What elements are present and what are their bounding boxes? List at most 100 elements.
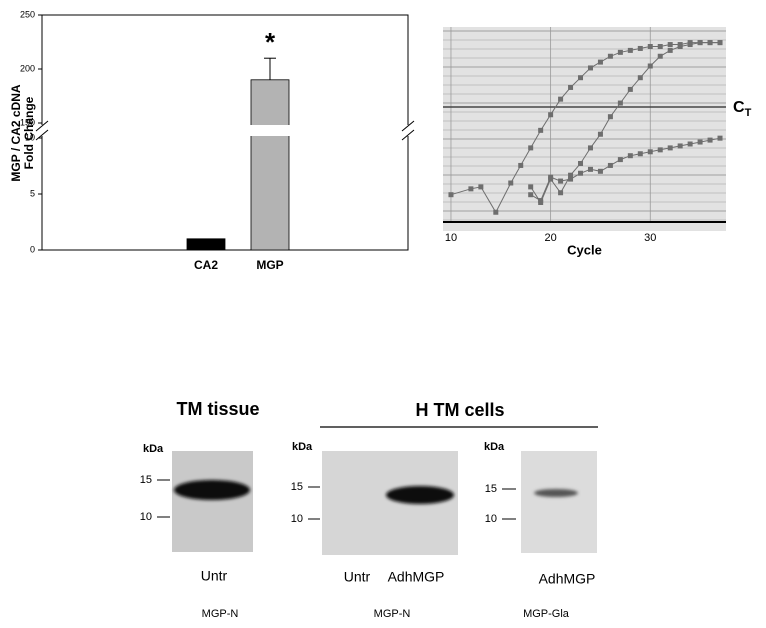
blot-image (322, 451, 458, 555)
curve-point (568, 172, 574, 178)
plot-background (443, 27, 726, 231)
curve-point (528, 192, 534, 198)
y-tick-label: 150 (20, 117, 35, 127)
curve-point (558, 190, 564, 196)
axis-break-mark (401, 120, 415, 132)
bar (250, 79, 290, 251)
threshold-label: CT (733, 99, 752, 119)
bar-break-gap (250, 125, 290, 136)
bar-panel: 0 5 10 150 200 250 MGP / CA2 cDNA Fold Change CA… (9, 9, 415, 272)
kda-label: kDa (143, 443, 164, 455)
curve-point (697, 40, 703, 46)
curve-point (717, 135, 723, 141)
blot-image (172, 451, 253, 552)
curve-point (707, 137, 713, 143)
band (386, 486, 454, 504)
curve-point (637, 151, 643, 157)
curve-point (627, 153, 633, 159)
curve-point (597, 59, 603, 65)
axis-break-mark (401, 129, 415, 141)
y-tick-label: 10 (25, 132, 35, 142)
curve-point (717, 40, 723, 46)
curve-point (548, 112, 554, 118)
curve-point (448, 192, 454, 198)
curve-point (568, 176, 574, 182)
x-tick-label: 10 (445, 232, 457, 244)
axis-break-gap (36, 125, 48, 136)
curve-point (528, 145, 534, 151)
curve-point (508, 180, 514, 186)
x-tick-label: 20 (544, 232, 556, 244)
y-tick-label: 250 (20, 9, 35, 19)
lane-label: AdhMGP (539, 571, 596, 587)
curve-point (578, 75, 584, 81)
kda-label: kDa (484, 441, 505, 453)
curve-point (587, 65, 593, 71)
curve-point (607, 114, 613, 120)
curve-point (687, 141, 693, 147)
curve-point (667, 47, 673, 53)
curve-point (518, 162, 524, 168)
curve-point (578, 170, 584, 176)
lane-label: AdhMGP (388, 569, 445, 585)
cells-title: H TM cells (415, 400, 504, 420)
x-axis-label: Cycle (567, 242, 602, 257)
marker-label: 15 (291, 481, 303, 493)
y-axis-label: MGP / CA2 cDNA (9, 84, 23, 181)
curve-point (587, 145, 593, 151)
curve-point (468, 186, 474, 192)
curve-point (647, 44, 653, 49)
curve-point (677, 44, 683, 49)
qpcr-panel: 10 20 30 CT Cycle (443, 27, 752, 257)
curve-point (548, 174, 554, 180)
curve-point (493, 209, 499, 215)
x-tick-label: CA2 (194, 258, 218, 272)
y-tick-label: 200 (20, 63, 35, 73)
curve-point (478, 184, 484, 190)
marker-label: 10 (291, 513, 303, 525)
curve-point (607, 162, 613, 168)
curve-point (647, 63, 653, 69)
marker-label: 15 (140, 474, 152, 486)
y-tick-label: 0 (30, 244, 35, 254)
y-tick-label: 5 (30, 188, 35, 198)
curve-point (707, 40, 713, 46)
curve-point (578, 161, 584, 166)
significance-star: * (265, 27, 276, 57)
marker-label: 15 (485, 483, 497, 495)
curve-point (558, 96, 564, 102)
curve-point (568, 84, 574, 90)
curve-point (697, 139, 703, 145)
lane-label: Untr (344, 569, 371, 585)
y-axis-label: Fold Change (22, 96, 36, 169)
antibody-label: MGP-N (374, 608, 411, 620)
antibody-label: MGP-Gla (523, 608, 570, 620)
curve-point (657, 147, 663, 153)
lane-label: Untr (201, 568, 228, 584)
x-tick-label: 30 (644, 232, 656, 244)
curve-point (667, 145, 673, 151)
curve-point (637, 45, 643, 51)
antibody-label: MGP-N (202, 608, 239, 620)
axis-break-mark (35, 120, 49, 132)
curve-point (637, 75, 643, 81)
kda-label: kDa (292, 441, 313, 453)
band (534, 489, 578, 497)
marker-label: 10 (140, 511, 152, 523)
blot-figure: TM tissue H TM cells kDa 15 10 Untr MGP-… (140, 399, 598, 620)
x-tick-label: MGP (256, 258, 283, 272)
curve-point (627, 47, 633, 53)
curve-point (617, 100, 623, 106)
curve-point (627, 86, 633, 92)
curve-point (538, 198, 544, 204)
curve-point (607, 53, 613, 59)
threshold-label-sub: T (745, 107, 752, 119)
curve-point (677, 143, 683, 149)
curve-point (528, 184, 534, 190)
bar (186, 238, 226, 251)
threshold-label-main: C (733, 99, 745, 116)
curve-point (617, 157, 623, 163)
curve-point (647, 149, 653, 155)
marker-label: 10 (485, 513, 497, 525)
